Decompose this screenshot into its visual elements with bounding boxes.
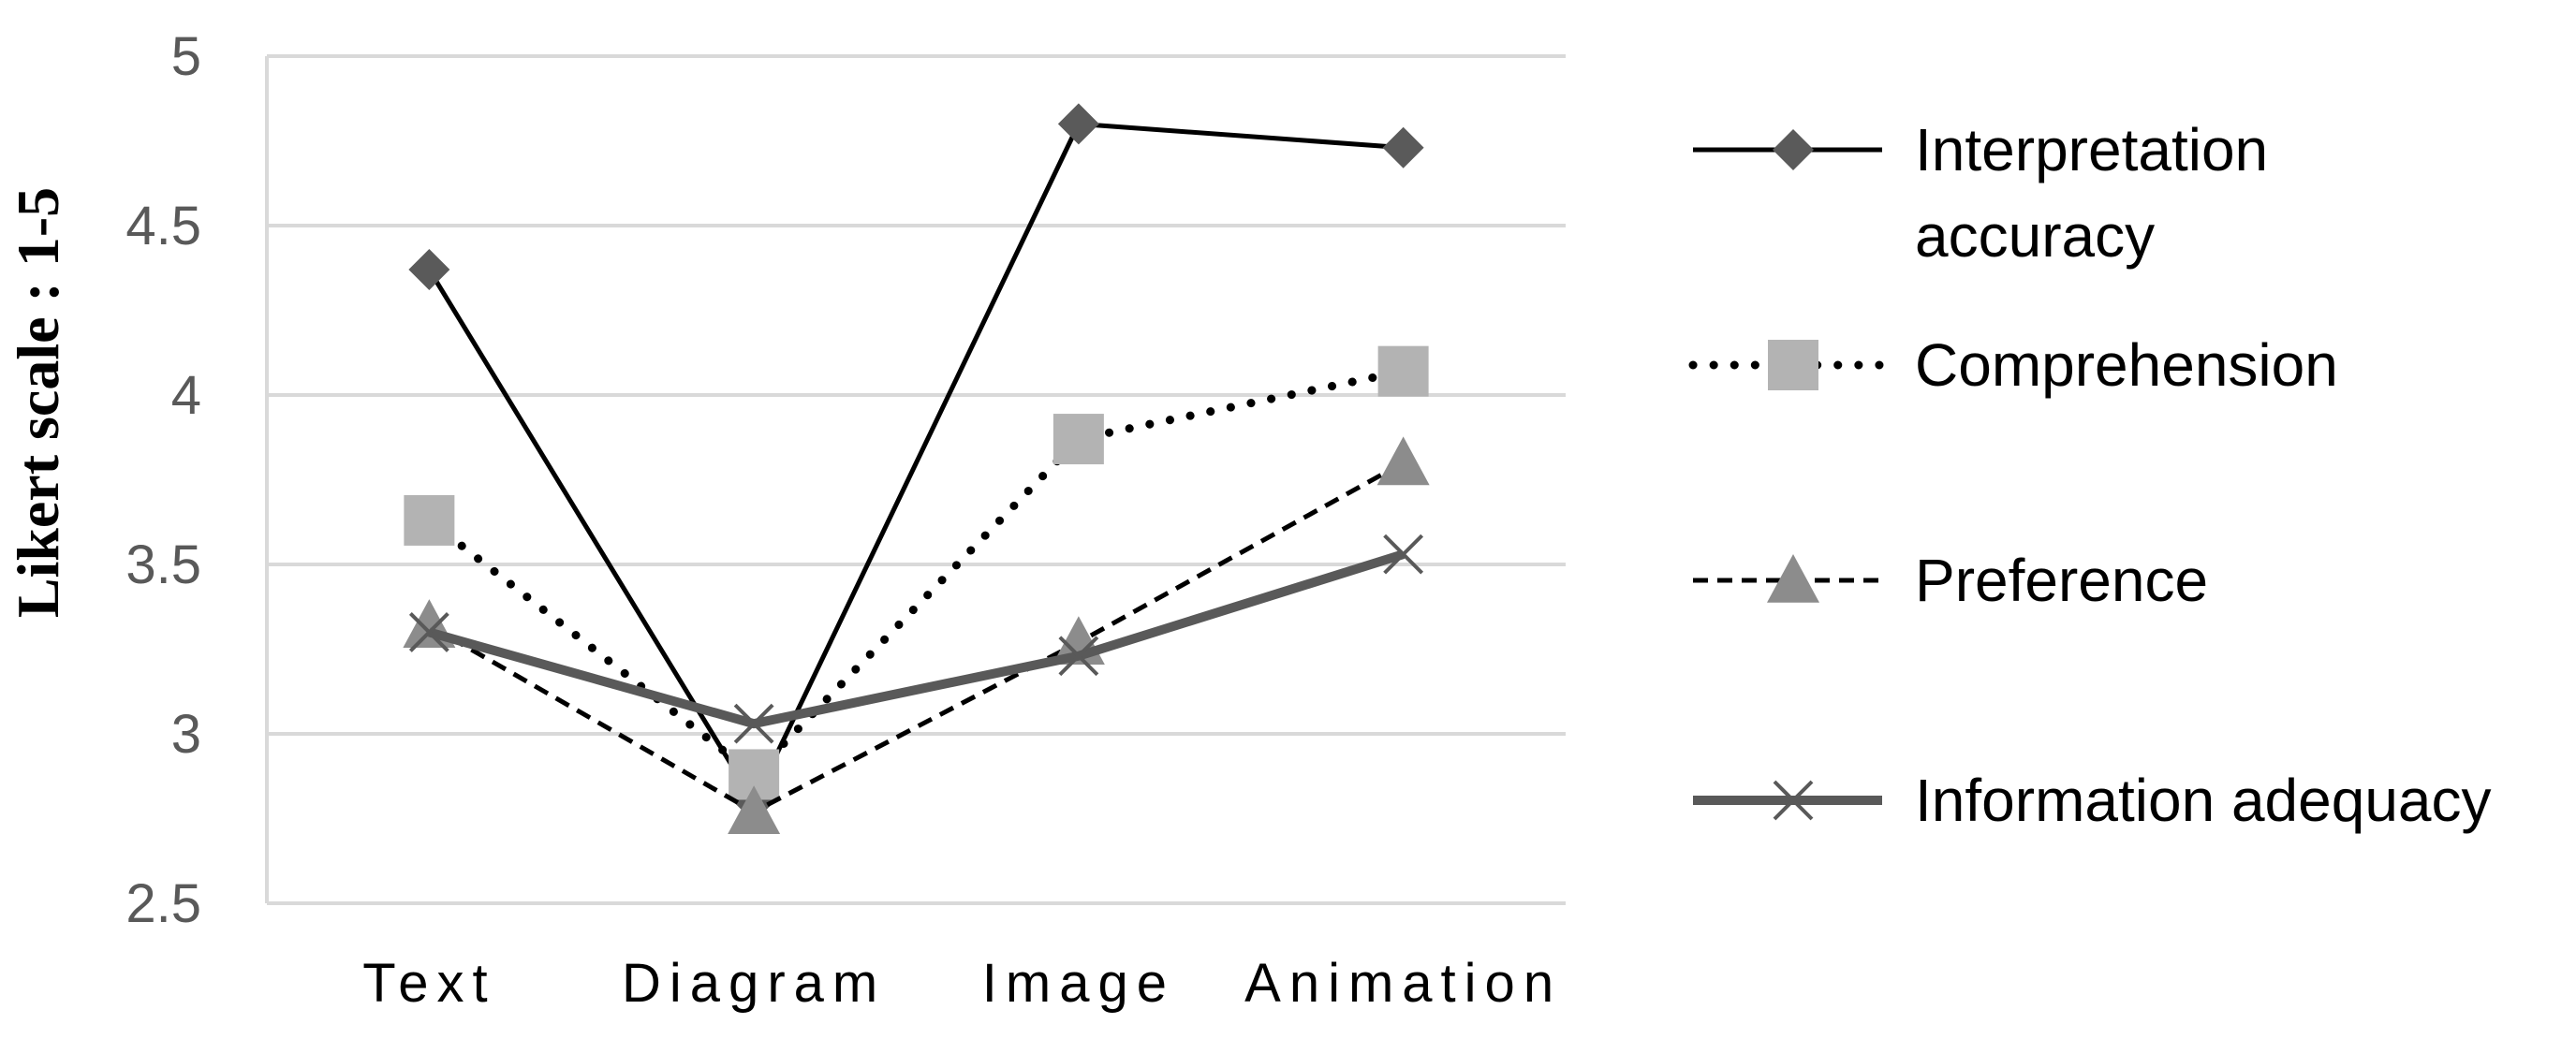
legend-label: Preference <box>1915 547 2208 614</box>
series-interpretation-accuracy <box>408 103 1424 823</box>
series-line <box>428 549 1406 729</box>
series-line <box>424 367 1408 779</box>
series-information-adequacy <box>408 534 1424 744</box>
y-tick-label: 4.5 <box>125 196 201 256</box>
x-tick-label: Diagram <box>622 953 886 1014</box>
legend-swatch-triangle <box>1767 554 1819 603</box>
data-point-x <box>1058 636 1099 677</box>
data-point-triangle <box>1376 436 1430 486</box>
y-tick-label: 3.5 <box>125 534 201 595</box>
data-point-x <box>733 703 774 744</box>
series-line <box>428 461 1405 814</box>
data-point-square <box>404 494 455 546</box>
y-tick-label: 5 <box>171 26 201 87</box>
series-preference <box>403 436 1430 835</box>
gridlines <box>265 54 1566 905</box>
legend-label: Comprehension <box>1915 331 2338 399</box>
series-comprehension <box>404 345 1429 800</box>
legend-swatch-diamond <box>1773 129 1814 170</box>
series-line <box>427 121 1404 804</box>
x-tick-label: Text <box>362 953 495 1014</box>
legend-label: Information adequacy <box>1915 767 2492 834</box>
legend-swatch-x <box>1773 780 1814 821</box>
y-tick-label: 3 <box>171 704 201 765</box>
data-point-x <box>408 611 449 652</box>
x-tick-label: Image <box>982 953 1175 1014</box>
legend-label: Interpretation <box>1915 116 2268 183</box>
y-tick-label: 2.5 <box>125 873 201 934</box>
data-point-square <box>1377 345 1429 397</box>
legend-swatch-square <box>1768 340 1818 390</box>
data-point-diamond <box>408 249 450 291</box>
data-point-diamond <box>1057 103 1099 145</box>
legend-item: Comprehension <box>1688 331 2338 399</box>
legend-item: Information adequacy <box>1693 767 2492 834</box>
data-point-x <box>1383 534 1424 575</box>
data-point-square <box>1052 414 1104 465</box>
legend-item: Interpretation accuracy <box>1693 116 2268 270</box>
legend-item: Preference <box>1693 547 2208 614</box>
x-axis-ticks: Text Diagram Image Animation <box>362 953 1562 1014</box>
y-axis-ticks: 2.5 3 3.5 4 4.5 5 <box>125 26 201 934</box>
y-tick-label: 4 <box>171 365 201 426</box>
data-point-triangle <box>728 785 781 835</box>
data-point-diamond <box>1382 126 1424 168</box>
legend-label: accuracy <box>1915 202 2155 270</box>
y-axis-label: Likert scale : 1-5 <box>5 187 71 618</box>
x-tick-label: Animation <box>1244 953 1562 1014</box>
series-layer <box>403 103 1430 835</box>
legend: Interpretation accuracy Comprehension Prefe… <box>1688 116 2492 834</box>
